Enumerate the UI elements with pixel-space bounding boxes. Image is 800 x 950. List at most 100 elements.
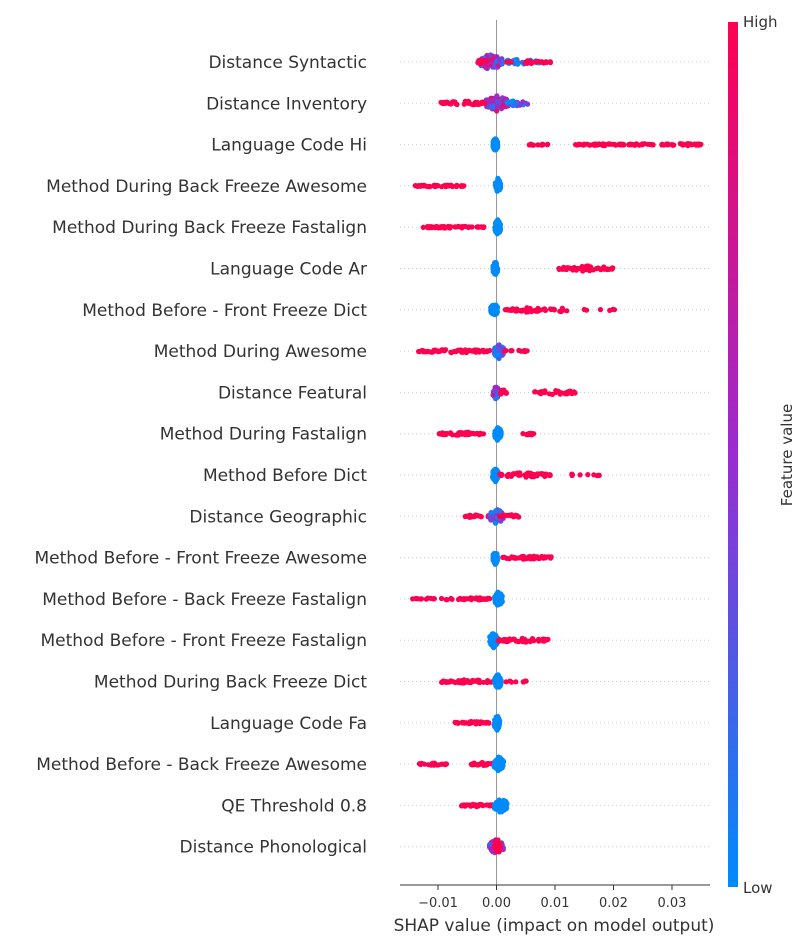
feature-label: Method Before - Front Freeze Dict [82,301,367,321]
data-point [567,265,573,271]
data-point [493,54,499,60]
data-point [489,98,495,104]
data-point [477,430,483,436]
data-point [522,349,528,355]
x-tick-label: 0.01 [541,896,570,911]
data-point [597,307,604,313]
data-point [487,52,494,58]
data-point [506,471,512,477]
data-point [478,596,485,602]
data-point [473,803,479,809]
data-point [531,471,537,478]
data-point [483,762,489,768]
data-point [491,559,497,566]
data-point [453,349,459,355]
data-point [697,142,703,148]
data-point [462,513,468,520]
data-point [453,720,459,726]
feature-label: Language Code Ar [210,260,367,280]
data-point [518,348,525,354]
feature-label: Method Before - Back Freeze Awesome [36,755,367,775]
data-point [484,802,490,808]
data-point [553,388,559,394]
data-point [459,430,465,436]
data-point [497,763,503,770]
data-point [488,309,494,315]
data-point [512,57,518,63]
data-point [539,553,545,560]
data-point [556,266,563,272]
data-point [580,268,586,274]
data-point [480,347,486,353]
data-point [485,348,491,354]
data-point [492,388,498,394]
data-point [494,673,500,680]
data-point [650,142,656,148]
data-point [466,347,472,353]
data-point [475,347,481,353]
x-tick-label: −0.01 [418,896,458,911]
data-point [418,596,425,602]
colorbar-low-label: Low [743,879,773,897]
data-point [431,347,437,353]
data-point [500,512,506,518]
data-point [469,430,475,436]
data-point [490,553,496,559]
data-point [529,636,536,642]
data-point [491,472,497,478]
data-point [492,762,498,768]
data-point [606,141,612,147]
data-point [600,142,607,148]
colorbar: High Low Feature value [728,13,796,897]
data-point [489,847,495,854]
data-point [548,306,554,313]
data-point [443,347,449,353]
data-point [513,555,519,561]
data-point [460,720,466,726]
data-point [540,472,546,478]
data-point [455,432,461,438]
data-point [569,472,575,479]
data-point [494,93,500,99]
data-point [520,431,526,437]
data-point [486,720,492,726]
data-point [474,513,480,519]
data-point [425,595,431,601]
feature-label: QE Threshold 0.8 [221,796,367,816]
data-point [431,596,437,602]
data-point [685,141,691,147]
data-point [491,802,498,808]
data-point [545,554,551,560]
data-point [491,137,497,143]
data-point [645,141,651,147]
feature-label: Method During Back Freeze Fastalign [52,218,367,238]
data-point [496,100,502,106]
data-point [671,142,677,148]
feature-label: Method Before - Back Freeze Fastalign [42,590,367,610]
data-point [492,347,498,353]
data-point [493,641,499,648]
data-point [508,512,515,518]
data-point [513,100,519,106]
data-point [577,141,583,147]
data-point [492,678,498,684]
data-point [461,101,467,107]
data-point [496,222,503,229]
data-point [432,184,438,190]
data-point [634,141,640,147]
data-point [664,141,670,147]
data-point [538,389,545,395]
data-point [485,678,491,684]
x-tick-label: 0.00 [482,896,511,911]
data-point [620,141,627,147]
data-point [517,472,523,478]
data-point [419,347,425,353]
data-point [435,349,441,355]
data-point [587,268,593,274]
data-point [447,225,453,231]
data-point [506,556,513,562]
data-point [498,388,505,394]
data-point [511,636,518,642]
data-point [609,265,615,271]
data-point [547,472,553,478]
